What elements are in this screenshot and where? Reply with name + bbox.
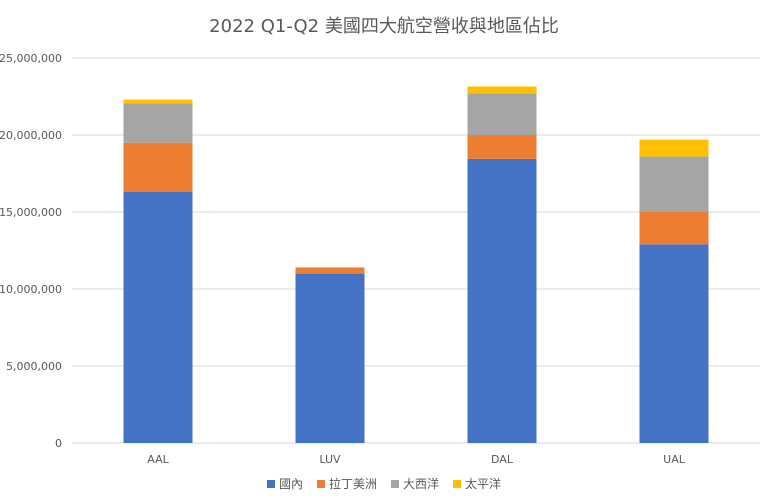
- bar-segment: [123, 142, 193, 192]
- legend-label: 國內: [278, 477, 303, 491]
- legend-label: 太平洋: [465, 477, 502, 491]
- bar-segment: [467, 135, 537, 159]
- bar-segment: [295, 267, 365, 274]
- x-tick-label: UAL: [663, 453, 686, 466]
- bar-segment: [295, 273, 365, 443]
- y-tick-label: 10,000,000: [0, 283, 62, 296]
- bar-segment: [467, 86, 537, 94]
- bar-segment: [639, 156, 709, 212]
- chart-legend: 國內 拉丁美洲 大西洋 太平洋: [0, 477, 768, 491]
- legend-swatch: [266, 480, 275, 488]
- bar-segment: [123, 103, 193, 143]
- bar-segment: [639, 139, 709, 157]
- bar-segment: [639, 244, 709, 443]
- y-tick-label: 5,000,000: [6, 360, 62, 373]
- bar-segment: [467, 158, 537, 443]
- legend-label: 拉丁美洲: [328, 477, 377, 491]
- x-tick-label: AAL: [147, 453, 169, 466]
- legend-entry: 大西洋: [391, 477, 439, 491]
- legend-label: 大西洋: [403, 477, 440, 491]
- legend-entry: 國內: [266, 477, 303, 491]
- bar-segment: [123, 191, 193, 443]
- x-tick-label: LUV: [319, 453, 341, 466]
- legend-swatch: [453, 480, 462, 488]
- legend-swatch: [316, 480, 325, 488]
- bar-segment: [639, 212, 709, 245]
- legend-entry: 拉丁美洲: [316, 477, 377, 491]
- bar-segment: [123, 99, 193, 104]
- x-tick-label: DAL: [491, 453, 514, 466]
- legend-swatch: [391, 480, 399, 488]
- y-tick-label: 15,000,000: [0, 206, 62, 219]
- y-tick-label: 25,000,000: [0, 52, 62, 65]
- chart-title: 2022 Q1-Q2 美國四大航空營收與地區佔比: [209, 16, 559, 37]
- y-tick-label: 20,000,000: [0, 129, 62, 142]
- y-tick-label: 0: [55, 437, 62, 450]
- bar-segment: [467, 93, 537, 135]
- legend-entry: 太平洋: [453, 477, 501, 491]
